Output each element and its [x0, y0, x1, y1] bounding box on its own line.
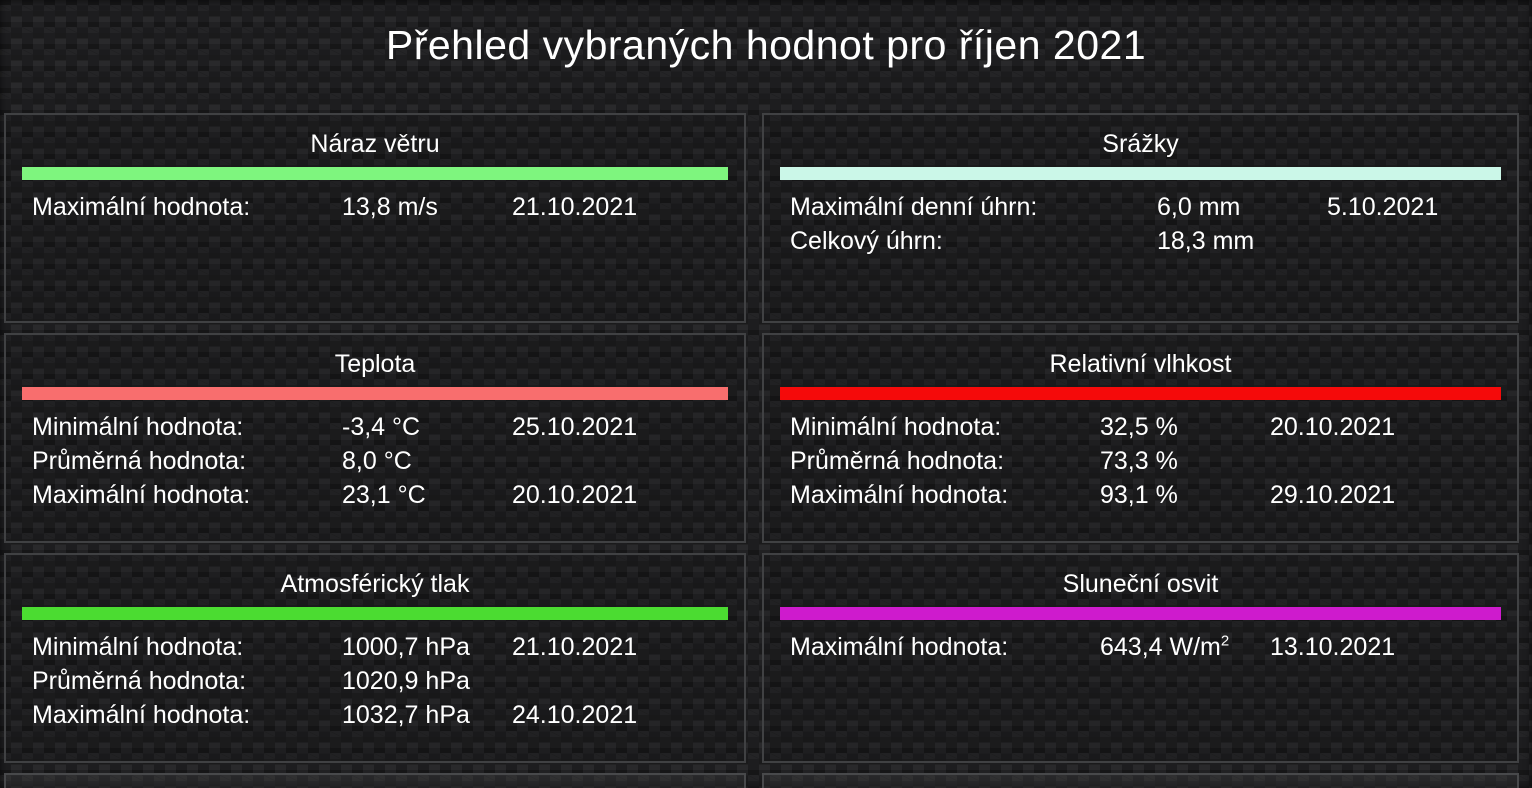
panel-title: Náraz větru — [310, 130, 440, 158]
stat-date — [512, 664, 744, 698]
accent-bar — [780, 387, 1501, 400]
stat-date — [1270, 444, 1517, 478]
stat-value: 643,4 W/m2 — [1100, 630, 1270, 664]
stat-label: Maximální hodnota: — [32, 481, 251, 509]
panel-pressure: Atmosférický tlak Minimální hodnota: 100… — [4, 553, 746, 763]
stat-rows: Minimální hodnota: 32,5 % 20.10.2021 Prů… — [764, 410, 1517, 512]
stat-value: 32,5 % — [1100, 413, 1178, 441]
stat-label: Celkový úhrn: — [790, 227, 943, 255]
stat-row: Maximální denní úhrn: 6,0 mm 5.10.2021 — [764, 190, 1517, 224]
stat-value: 1000,7 hPa — [342, 633, 470, 661]
stat-value: -3,4 °C — [342, 413, 421, 441]
stat-row: Minimální hodnota: -3,4 °C 25.10.2021 — [6, 410, 744, 444]
stat-label: Průměrná hodnota: — [32, 447, 247, 475]
stat-value: 8,0 °C — [342, 447, 412, 475]
stat-value: 23,1 °C — [342, 481, 426, 509]
stat-label: Minimální hodnota: — [32, 633, 244, 661]
partial-panel — [4, 773, 746, 788]
stat-row: Průměrná hodnota: 1020,9 hPa — [6, 664, 744, 698]
panel-humidity: Relativní vlhkost Minimální hodnota: 32,… — [762, 333, 1519, 543]
panel-title: Atmosférický tlak — [280, 570, 470, 598]
stat-value: 1020,9 hPa — [342, 667, 470, 695]
stat-label: Průměrná hodnota: — [32, 667, 247, 695]
stat-rows: Maximální denní úhrn: 6,0 mm 5.10.2021 C… — [764, 190, 1517, 258]
stat-date: 20.10.2021 — [512, 481, 638, 509]
stat-date — [1327, 224, 1517, 258]
stat-date: 21.10.2021 — [512, 633, 638, 661]
panel-title: Srážky — [1102, 130, 1179, 158]
stat-row: Maximální hodnota: 1032,7 hPa 24.10.2021 — [6, 698, 744, 732]
accent-bar — [780, 607, 1501, 620]
stat-value: 93,1 % — [1100, 481, 1178, 509]
stat-label: Průměrná hodnota: — [790, 447, 1005, 475]
stat-label: Maximální hodnota: — [790, 481, 1009, 509]
panel-wind-gust: Náraz větru Maximální hodnota: 13,8 m/s … — [4, 113, 746, 323]
stat-row: Maximální hodnota: 93,1 % 29.10.2021 — [764, 478, 1517, 512]
stat-value: 6,0 mm — [1157, 193, 1241, 221]
stat-date: 21.10.2021 — [512, 193, 638, 221]
accent-bar — [22, 167, 728, 180]
stat-row: Celkový úhrn: 18,3 mm — [764, 224, 1517, 258]
panel-temperature: Teplota Minimální hodnota: -3,4 °C 25.10… — [4, 333, 746, 543]
panel-title: Sluneční osvit — [1062, 570, 1219, 598]
next-row-partial — [4, 773, 1519, 788]
stat-date: 25.10.2021 — [512, 413, 638, 441]
stat-rows: Maximální hodnota: 643,4 W/m2 13.10.2021 — [764, 630, 1517, 664]
stat-label: Maximální hodnota: — [32, 701, 251, 729]
stat-value: 73,3 % — [1100, 447, 1178, 475]
stat-label: Maximální hodnota: — [32, 193, 251, 221]
partial-panel — [762, 773, 1519, 788]
stat-label: Maximální hodnota: — [790, 633, 1009, 661]
stat-rows: Minimální hodnota: 1000,7 hPa 21.10.2021… — [6, 630, 744, 732]
stat-rows: Minimální hodnota: -3,4 °C 25.10.2021 Pr… — [6, 410, 744, 512]
stat-label: Maximální denní úhrn: — [790, 193, 1038, 221]
header: Přehled vybraných hodnot pro říjen 2021 — [0, 0, 1532, 113]
stat-date: 5.10.2021 — [1327, 193, 1439, 221]
stat-row: Maximální hodnota: 13,8 m/s 21.10.2021 — [6, 190, 744, 224]
stat-value-superscript: 2 — [1220, 632, 1230, 650]
page-title: Přehled vybraných hodnot pro říjen 2021 — [385, 22, 1147, 68]
stat-rows: Maximální hodnota: 13,8 m/s 21.10.2021 — [6, 190, 744, 224]
accent-bar — [22, 387, 728, 400]
stat-row: Průměrná hodnota: 73,3 % — [764, 444, 1517, 478]
stat-row: Maximální hodnota: 23,1 °C 20.10.2021 — [6, 478, 744, 512]
panel-title: Teplota — [334, 350, 416, 378]
stat-label: Minimální hodnota: — [32, 413, 244, 441]
stat-date: 20.10.2021 — [1270, 413, 1396, 441]
panel-precipitation: Srážky Maximální denní úhrn: 6,0 mm 5.10… — [762, 113, 1519, 323]
stat-row: Minimální hodnota: 1000,7 hPa 21.10.2021 — [6, 630, 744, 664]
stat-value: 18,3 mm — [1157, 227, 1255, 255]
stat-value: 1032,7 hPa — [342, 701, 470, 729]
stat-row: Maximální hodnota: 643,4 W/m2 13.10.2021 — [764, 630, 1517, 664]
panel-solar-irradiance: Sluneční osvit Maximální hodnota: 643,4 … — [762, 553, 1519, 763]
stat-row: Minimální hodnota: 32,5 % 20.10.2021 — [764, 410, 1517, 444]
stat-date: 29.10.2021 — [1270, 481, 1396, 509]
accent-bar — [22, 607, 728, 620]
panel-title: Relativní vlhkost — [1049, 350, 1232, 378]
stat-value-base: 643,4 W/m — [1100, 633, 1221, 661]
stat-date: 24.10.2021 — [512, 701, 638, 729]
accent-bar — [780, 167, 1501, 180]
stat-label: Minimální hodnota: — [790, 413, 1002, 441]
stat-value: 13,8 m/s — [342, 193, 438, 221]
stat-date — [512, 444, 744, 478]
stat-date: 13.10.2021 — [1270, 633, 1396, 661]
stat-row: Průměrná hodnota: 8,0 °C — [6, 444, 744, 478]
panel-grid: Náraz větru Maximální hodnota: 13,8 m/s … — [4, 113, 1519, 763]
